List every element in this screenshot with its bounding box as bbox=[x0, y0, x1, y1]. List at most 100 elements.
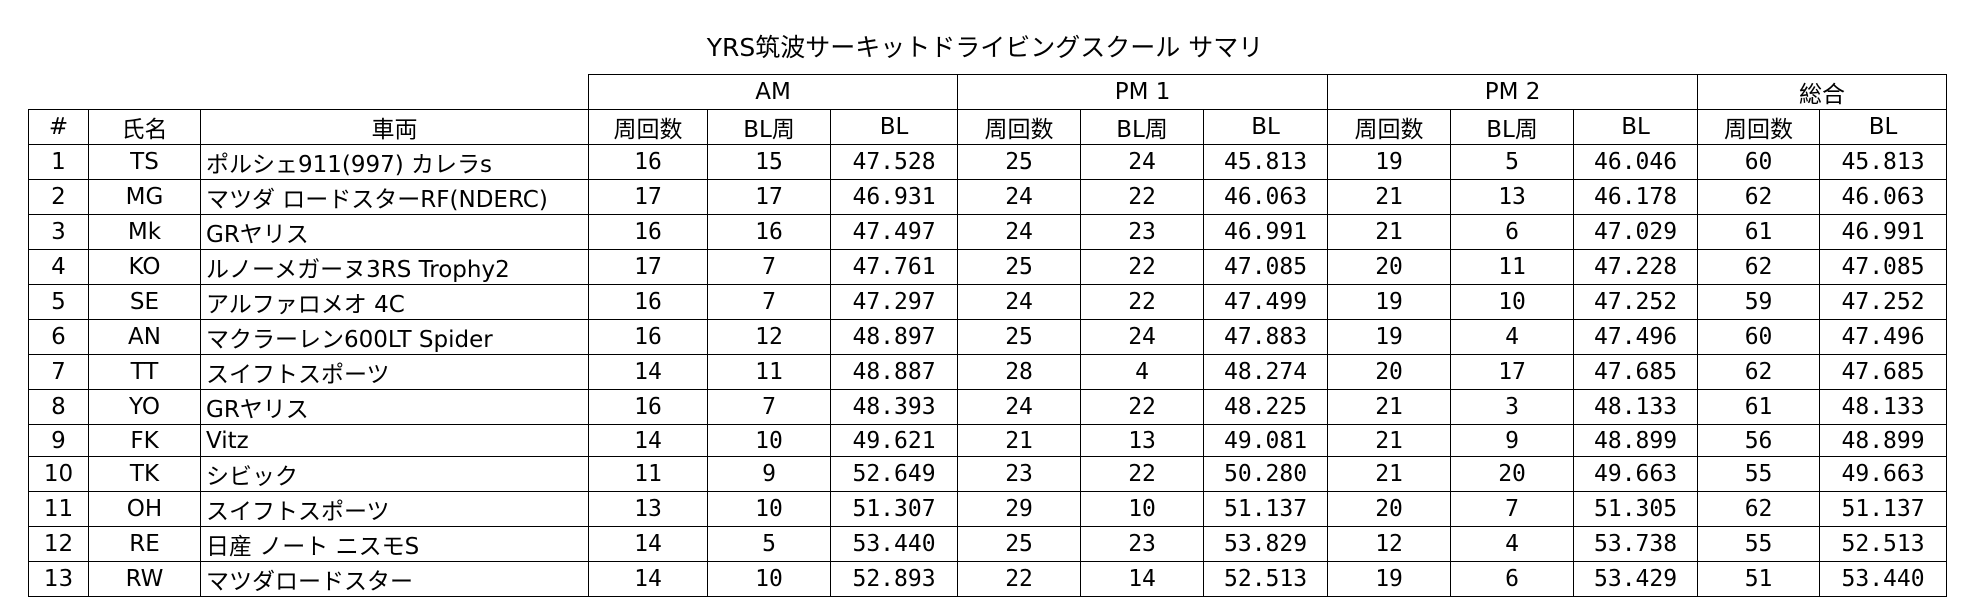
cell-pm1-bl: 46.991 bbox=[1203, 214, 1329, 250]
cell-pm1-bl: 47.499 bbox=[1203, 284, 1329, 320]
document-title: YRS筑波サーキットドライビングスクール サマリ bbox=[706, 33, 1264, 62]
cell-car: 日産 ノート ニスモS bbox=[199, 526, 590, 562]
cell-pm1-laps: 24 bbox=[957, 284, 1082, 320]
cell-pm2-bl: 53.738 bbox=[1573, 526, 1699, 562]
cell-am-bl-lap: 9 bbox=[707, 456, 832, 492]
cell-pm1-bl-lap: 4 bbox=[1080, 354, 1205, 390]
cell-pm1-bl: 50.280 bbox=[1203, 456, 1329, 492]
cell-pm2-bl-lap: 4 bbox=[1450, 526, 1575, 562]
cell-pm2-bl-lap: 10 bbox=[1450, 284, 1575, 320]
cell-no: 11 bbox=[28, 491, 89, 527]
col-header-pm1-bl-lap: BL周 bbox=[1080, 109, 1205, 145]
table-row: 4 KO ルノーメガーヌ3RS Trophy2 17 7 47.761 25 22 47.085… bbox=[28, 249, 1948, 285]
cell-am-laps: 16 bbox=[588, 284, 709, 320]
cell-am-bl-lap: 7 bbox=[707, 389, 832, 425]
cell-pm2-bl: 47.496 bbox=[1573, 319, 1699, 355]
col-header-no: # bbox=[28, 109, 89, 145]
cell-name: Mk bbox=[88, 214, 201, 250]
cell-pm2-laps: 21 bbox=[1327, 179, 1452, 215]
cell-pm1-bl-lap: 24 bbox=[1080, 144, 1205, 180]
cell-am-bl: 47.297 bbox=[830, 284, 959, 320]
cell-total-bl: 47.685 bbox=[1819, 354, 1948, 390]
cell-am-laps: 14 bbox=[588, 561, 709, 597]
cell-name: OH bbox=[88, 491, 201, 527]
cell-pm2-bl-lap: 6 bbox=[1450, 214, 1575, 250]
cell-pm2-laps: 19 bbox=[1327, 144, 1452, 180]
cell-total-bl: 52.513 bbox=[1819, 526, 1948, 562]
table-row: 13 RW マツダロードスター 14 10 52.893 22 14 52.513 19 6 53.4… bbox=[28, 561, 1948, 597]
cell-car: Vitz bbox=[199, 424, 590, 457]
col-header-pm2-laps: 周回数 bbox=[1327, 109, 1452, 145]
cell-total-laps: 55 bbox=[1697, 456, 1821, 492]
cell-total-laps: 56 bbox=[1697, 424, 1821, 457]
cell-am-bl: 51.307 bbox=[830, 491, 959, 527]
cell-pm2-bl-lap: 6 bbox=[1450, 561, 1575, 597]
cell-no: 13 bbox=[28, 561, 89, 597]
col-header-name: 氏名 bbox=[88, 109, 201, 145]
cell-pm2-bl-lap: 9 bbox=[1450, 424, 1575, 457]
cell-name: TK bbox=[88, 456, 201, 492]
cell-no: 9 bbox=[28, 424, 89, 457]
cell-name: TT bbox=[88, 354, 201, 390]
cell-no: 5 bbox=[28, 284, 89, 320]
cell-pm1-bl: 53.829 bbox=[1203, 526, 1329, 562]
table-row: 5 SE アルファロメオ 4C 16 7 47.297 24 22 47.499 19 10 47.2… bbox=[28, 284, 1948, 320]
cell-pm1-laps: 25 bbox=[957, 526, 1082, 562]
cell-am-bl: 48.393 bbox=[830, 389, 959, 425]
cell-total-laps: 51 bbox=[1697, 561, 1821, 597]
summary-table: AM PM 1 PM 2 総合 # 氏名 車両 周回数 BL周 BL 周回数 B… bbox=[28, 74, 1948, 597]
cell-pm1-laps: 29 bbox=[957, 491, 1082, 527]
cell-am-laps: 14 bbox=[588, 424, 709, 457]
cell-car: ルノーメガーヌ3RS Trophy2 bbox=[199, 249, 590, 285]
cell-pm2-laps: 21 bbox=[1327, 456, 1452, 492]
cell-pm1-bl-lap: 22 bbox=[1080, 456, 1205, 492]
cell-am-laps: 17 bbox=[588, 179, 709, 215]
cell-am-bl: 48.887 bbox=[830, 354, 959, 390]
col-header-am-laps: 周回数 bbox=[588, 109, 709, 145]
cell-name: AN bbox=[88, 319, 201, 355]
cell-am-bl-lap: 15 bbox=[707, 144, 832, 180]
cell-total-bl: 48.133 bbox=[1819, 389, 1948, 425]
table-row: 11 OH スイフトスポーツ 13 10 51.307 29 10 51.137 20 7 51.30… bbox=[28, 491, 1948, 527]
cell-pm1-bl-lap: 23 bbox=[1080, 214, 1205, 250]
cell-pm1-laps: 22 bbox=[957, 561, 1082, 597]
cell-pm2-bl: 46.178 bbox=[1573, 179, 1699, 215]
cell-pm1-laps: 24 bbox=[957, 179, 1082, 215]
cell-am-bl: 47.761 bbox=[830, 249, 959, 285]
cell-pm1-laps: 24 bbox=[957, 389, 1082, 425]
cell-no: 2 bbox=[28, 179, 89, 215]
cell-name: YO bbox=[88, 389, 201, 425]
col-header-pm1-bl: BL bbox=[1203, 109, 1329, 145]
cell-name: SE bbox=[88, 284, 201, 320]
cell-am-bl: 47.528 bbox=[830, 144, 959, 180]
table-row: 10 TK シビック 11 9 52.649 23 22 50.280 21 20 49.663 55 4… bbox=[28, 456, 1948, 492]
cell-am-laps: 13 bbox=[588, 491, 709, 527]
cell-pm1-bl-lap: 23 bbox=[1080, 526, 1205, 562]
cell-pm2-bl-lap: 20 bbox=[1450, 456, 1575, 492]
cell-pm1-bl-lap: 24 bbox=[1080, 319, 1205, 355]
col-header-total-bl: BL bbox=[1819, 109, 1948, 145]
cell-no: 4 bbox=[28, 249, 89, 285]
cell-no: 8 bbox=[28, 389, 89, 425]
cell-total-laps: 55 bbox=[1697, 526, 1821, 562]
cell-pm1-laps: 25 bbox=[957, 249, 1082, 285]
cell-pm1-bl: 49.081 bbox=[1203, 424, 1329, 457]
cell-pm2-bl: 47.252 bbox=[1573, 284, 1699, 320]
cell-pm1-bl-lap: 22 bbox=[1080, 179, 1205, 215]
cell-total-laps: 62 bbox=[1697, 179, 1821, 215]
cell-car: マクラーレン600LT Spider bbox=[199, 319, 590, 355]
cell-pm1-bl-lap: 22 bbox=[1080, 284, 1205, 320]
cell-pm2-bl-lap: 11 bbox=[1450, 249, 1575, 285]
cell-pm2-bl-lap: 7 bbox=[1450, 491, 1575, 527]
cell-am-bl-lap: 7 bbox=[707, 249, 832, 285]
cell-pm1-bl-lap: 13 bbox=[1080, 424, 1205, 457]
cell-pm1-laps: 23 bbox=[957, 456, 1082, 492]
cell-pm2-laps: 20 bbox=[1327, 491, 1452, 527]
cell-pm1-laps: 21 bbox=[957, 424, 1082, 457]
cell-am-laps: 16 bbox=[588, 214, 709, 250]
table-row: 1 TS ポルシェ911(997) カレラs 16 15 47.528 25 24 45.813… bbox=[28, 144, 1948, 180]
cell-no: 1 bbox=[28, 144, 89, 180]
cell-am-bl: 46.931 bbox=[830, 179, 959, 215]
cell-pm2-laps: 12 bbox=[1327, 526, 1452, 562]
cell-pm1-bl-lap: 10 bbox=[1080, 491, 1205, 527]
